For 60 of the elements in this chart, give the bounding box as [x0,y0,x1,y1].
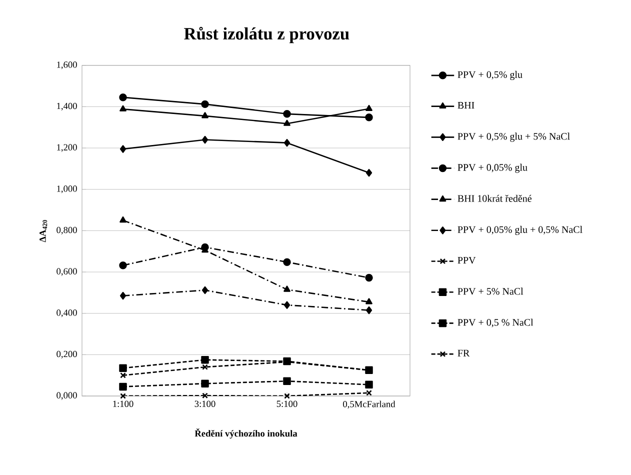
point [120,372,126,378]
point [283,110,291,118]
point [365,114,373,122]
point [201,100,209,108]
legend-label: PPV [458,256,476,264]
legend-label: BHI [458,102,474,109]
point [120,393,126,399]
y-tick-label: 1,000 [57,186,77,194]
point [119,364,127,372]
point [284,301,290,309]
point [201,380,209,388]
legend-label: FR [458,350,470,356]
point [284,120,290,126]
point [366,390,372,396]
legend-label: PPV + 0,5% glu + 5% NaCl [458,132,570,142]
point [366,306,372,314]
point [284,393,290,399]
point [202,112,208,118]
point [119,262,127,270]
x-tick-label: 1:100 [113,400,134,408]
legend-label: PPV + 0,5% glu [458,70,522,80]
y-tick-label: 0,600 [56,268,77,276]
point [366,104,372,112]
point [283,258,291,266]
point [119,382,127,391]
y-tick-label: 1,600 [57,62,77,70]
point [202,392,208,399]
point [119,93,127,102]
x-tick-label: 5:100 [276,400,298,408]
y-axis-title: ΔA$_{420}$ [40,220,48,242]
point [365,274,373,282]
point [202,136,208,144]
legend-label: BHI 10krát ředěné [458,194,532,202]
legend-label: PPV + 0,05% glu [458,164,528,173]
point [365,380,373,389]
y-tick-label: 1,400 [57,102,77,110]
x-axis-title: Ředění výchozího inokula [194,428,298,439]
point [366,298,372,304]
legend-label: PPV + 0,5 % NaCl [458,318,534,328]
x-tick-label: 0,5McFarland [343,400,396,409]
chart-title: Růst izolátu z provozu [184,26,350,44]
point [284,286,290,292]
point [202,286,208,294]
point [120,145,126,153]
y-tick-label: 0,200 [56,350,77,358]
y-tick-label: 0,400 [56,310,77,318]
y-tick-label: 0,000 [56,392,77,400]
point [120,105,126,112]
y-tick-label: 1,200 [57,144,77,152]
y-tick-label: 0,800 [56,226,77,234]
point [284,138,290,147]
x-tick-label: 3:100 [194,400,216,408]
legend-label: PPV + 5% NaCl [458,288,524,295]
point [283,377,291,385]
point [120,292,126,300]
point [366,168,372,177]
point [202,364,208,370]
point [201,356,209,364]
legend-label: PPV + 0,05% glu + 0,5% NaCl [458,226,582,236]
point [120,216,126,223]
